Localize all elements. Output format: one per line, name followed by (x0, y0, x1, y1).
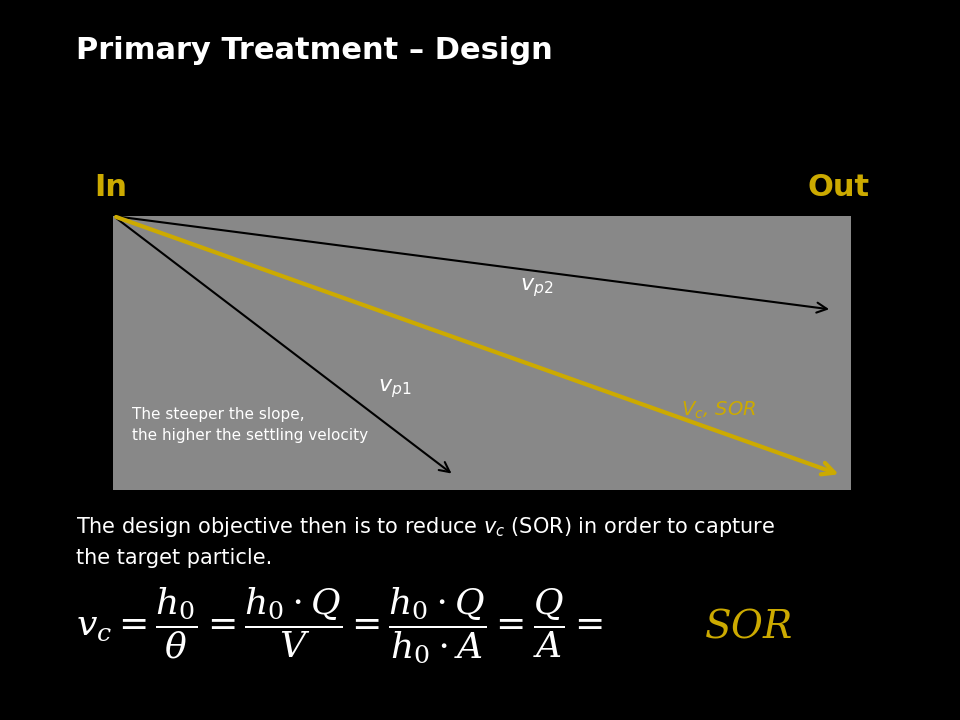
Text: The design objective then is to reduce $v_c$ (SOR) in order to capture
the targe: The design objective then is to reduce $… (76, 515, 775, 568)
Text: $V_c$, SOR: $V_c$, SOR (681, 400, 756, 421)
Text: Primary Treatment – Design: Primary Treatment – Design (76, 36, 552, 65)
Text: The steeper the slope,
the higher the settling velocity: The steeper the slope, the higher the se… (132, 407, 369, 443)
Text: $v_c = \dfrac{h_0}{\theta} = \dfrac{h_0 \cdot Q}{V} = \dfrac{h_0 \cdot Q}{h_0 \c: $v_c = \dfrac{h_0}{\theta} = \dfrac{h_0 … (76, 586, 602, 667)
Text: $v_{p1}$: $v_{p1}$ (378, 377, 412, 400)
Text: $\it{SOR}$: $\it{SOR}$ (705, 608, 793, 645)
FancyBboxPatch shape (113, 216, 851, 490)
Text: In: In (94, 173, 128, 202)
Text: Out: Out (807, 173, 870, 202)
Text: $v_{p2}$: $v_{p2}$ (520, 276, 553, 300)
